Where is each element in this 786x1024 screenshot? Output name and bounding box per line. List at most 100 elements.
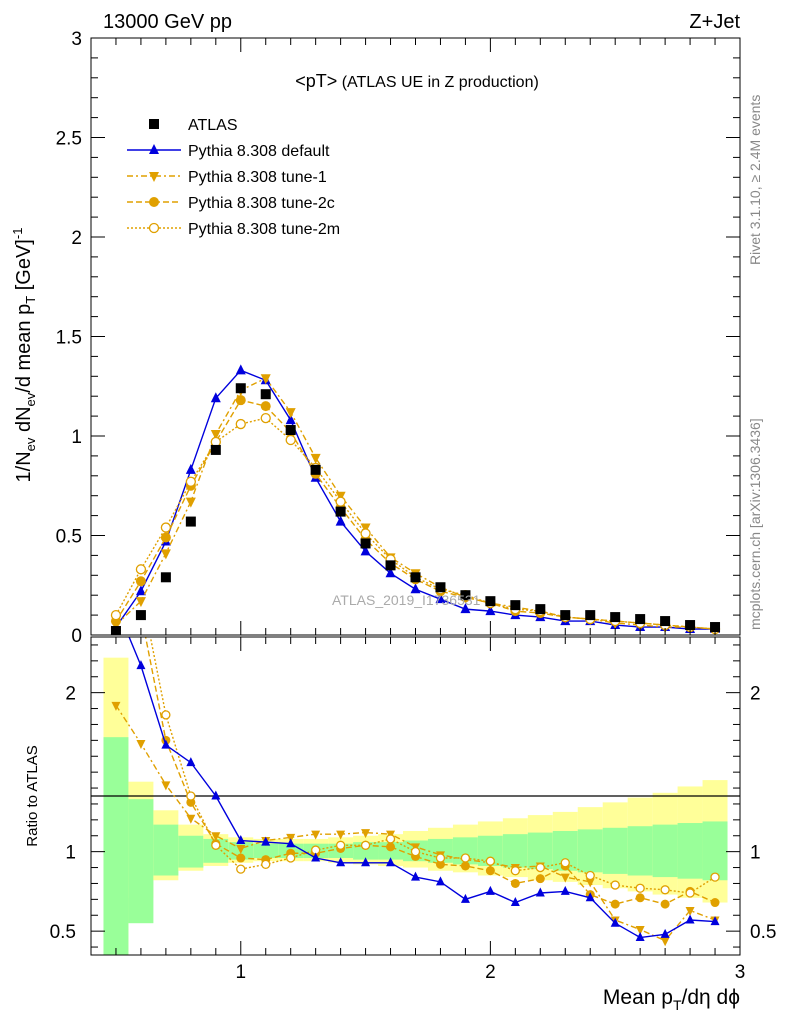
ratio-data-point bbox=[161, 710, 171, 720]
legend-item: Pythia 8.308 tune-2m bbox=[127, 221, 340, 238]
uncertainty-band-inner bbox=[153, 824, 179, 876]
ratio-data-point bbox=[685, 906, 695, 916]
main-y-tick-label: 0.5 bbox=[56, 527, 82, 548]
ratio-y-tick-label-right: 0.5 bbox=[750, 922, 776, 943]
data-point bbox=[360, 528, 371, 539]
ratio-data-point bbox=[710, 872, 720, 882]
ratio-data-point bbox=[111, 553, 120, 562]
ratio-data-point bbox=[635, 893, 645, 903]
legend-label: Pythia 8.308 tune-1 bbox=[188, 169, 327, 186]
data-point bbox=[635, 614, 646, 625]
main-y-tick-label: 0 bbox=[71, 626, 82, 647]
plot-title: <pT> (ATLAS UE in Z production) bbox=[295, 71, 539, 91]
data-point bbox=[660, 616, 671, 627]
legend-marker bbox=[149, 144, 159, 154]
data-point bbox=[285, 434, 296, 446]
ratio-data-point bbox=[111, 600, 120, 609]
ratio-data-point bbox=[510, 878, 520, 888]
legend-item: Pythia 8.308 tune-1 bbox=[127, 169, 327, 186]
ratio-data-point bbox=[336, 857, 346, 867]
ratio-data-point bbox=[685, 888, 695, 898]
data-point bbox=[185, 497, 196, 508]
ratio-y-tick-label: 2 bbox=[65, 684, 76, 705]
ratio-series-pythia-8-308-default bbox=[111, 600, 720, 942]
ratio-data-point bbox=[460, 893, 470, 903]
ratio-data-point bbox=[411, 871, 420, 881]
data-point bbox=[185, 516, 196, 527]
ratio-data-point bbox=[360, 840, 371, 850]
ratio-data-point bbox=[236, 864, 246, 874]
ratio-data-point bbox=[161, 781, 171, 791]
ratio-data-point bbox=[161, 739, 171, 749]
data-point bbox=[260, 412, 271, 424]
legend-item: Pythia 8.308 default bbox=[127, 143, 330, 160]
data-point bbox=[410, 572, 421, 583]
data-point bbox=[310, 464, 321, 475]
ratio-data-point bbox=[635, 932, 645, 942]
data-point bbox=[260, 389, 271, 400]
header-left-label: 13000 GeV pp bbox=[103, 11, 232, 33]
uncertainty-band-inner bbox=[253, 843, 279, 859]
ratio-data-point bbox=[410, 847, 421, 857]
ratio-data-point bbox=[635, 926, 645, 936]
ratio-data-point bbox=[660, 899, 670, 909]
data-point bbox=[160, 549, 171, 560]
data-point bbox=[435, 582, 446, 593]
ratio-data-point bbox=[535, 887, 545, 897]
ratio-y-tick-label-right: 2 bbox=[750, 684, 761, 705]
ratio-data-point bbox=[585, 878, 595, 888]
ratio-data-point bbox=[311, 852, 321, 862]
header-right-label: Z+Jet bbox=[689, 11, 740, 33]
uncertainty-band-inner bbox=[128, 799, 154, 924]
ratio-y-tick-label: 0.5 bbox=[50, 922, 76, 943]
data-point bbox=[435, 593, 446, 604]
legend-item: Pythia 8.308 tune-2c bbox=[127, 195, 335, 212]
data-point bbox=[285, 425, 296, 436]
data-point bbox=[385, 560, 396, 571]
legend-label: Pythia 8.308 tune-2c bbox=[188, 195, 335, 212]
ratio-y-tick-label: 1 bbox=[65, 843, 76, 864]
ratio-data-point bbox=[660, 885, 670, 895]
legend-label: Pythia 8.308 default bbox=[188, 143, 330, 160]
data-point bbox=[460, 603, 471, 614]
uncertainty-band-inner bbox=[577, 829, 603, 873]
legend-marker bbox=[149, 197, 159, 207]
ratio-data-point bbox=[236, 835, 246, 845]
data-point bbox=[235, 395, 246, 406]
uncertainty-band-inner bbox=[103, 737, 129, 955]
ratio-data-point bbox=[286, 853, 296, 863]
ratio-data-point bbox=[335, 840, 346, 850]
data-point bbox=[485, 605, 496, 616]
data-point bbox=[135, 585, 146, 596]
ratio-data-point bbox=[585, 892, 595, 902]
uncertainty-band-inner bbox=[602, 827, 628, 874]
main-panel: 0 0.5 1 1.5 2 2.5 3 1/Nev dNev/d mean pT [GeV]… bbox=[10, 29, 741, 647]
data-point bbox=[610, 612, 621, 623]
data-point bbox=[335, 496, 346, 507]
data-point bbox=[560, 610, 571, 621]
data-point bbox=[110, 609, 122, 621]
data-point bbox=[710, 622, 721, 633]
data-point bbox=[285, 408, 296, 419]
ratio-data-point bbox=[435, 859, 445, 869]
ratio-data-point bbox=[286, 838, 296, 848]
legend-label: Pythia 8.308 tune-2m bbox=[188, 221, 340, 238]
ratio-data-point bbox=[510, 897, 520, 907]
data-point bbox=[285, 414, 296, 425]
ratio-data-point bbox=[435, 853, 446, 863]
ratio-data-point bbox=[560, 858, 570, 868]
ratio-data-point bbox=[660, 937, 670, 947]
data-point bbox=[135, 576, 146, 587]
x-tick-label: 3 bbox=[735, 962, 746, 983]
ratio-data-point bbox=[186, 797, 196, 807]
legend-marker bbox=[149, 119, 159, 129]
ratio-data-point bbox=[435, 876, 445, 886]
data-point bbox=[185, 463, 196, 474]
ratio-data-point bbox=[186, 757, 196, 767]
watermark-label: ATLAS_2019_I1736531 bbox=[332, 592, 481, 608]
data-point bbox=[160, 532, 171, 543]
data-point bbox=[360, 545, 371, 556]
ratio-data-point bbox=[112, 530, 120, 538]
data-point bbox=[485, 596, 496, 607]
